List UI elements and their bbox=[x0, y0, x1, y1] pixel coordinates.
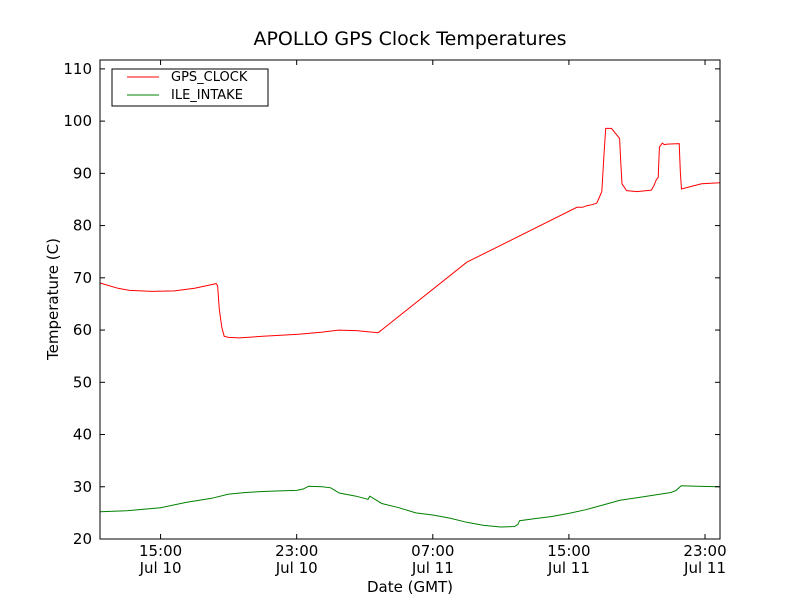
series-line-gps-clock bbox=[99, 127, 721, 339]
x-tick-label-time: 15:00 bbox=[547, 542, 590, 560]
plot-frame bbox=[99, 59, 721, 540]
y-tick-label: 30 bbox=[73, 478, 92, 496]
y-tick-label: 80 bbox=[73, 217, 92, 235]
y-tick-label: 100 bbox=[63, 112, 92, 130]
x-tick-label-time: 23:00 bbox=[683, 542, 726, 560]
x-tick-label-time: 23:00 bbox=[275, 542, 318, 560]
x-tick-label-date: Jul 10 bbox=[139, 559, 182, 577]
legend-label-gps-clock: GPS_CLOCK bbox=[171, 70, 248, 85]
y-tick-label: 50 bbox=[73, 373, 92, 391]
x-tick-label-date: Jul 11 bbox=[683, 559, 726, 577]
chart-title: APOLLO GPS Clock Temperatures bbox=[253, 28, 566, 50]
series-layer bbox=[99, 127, 721, 528]
x-axis-label: Date (GMT) bbox=[367, 578, 453, 596]
legend-label-ile-intake: ILE_INTAKE bbox=[171, 88, 243, 103]
x-tick-label-date: Jul 10 bbox=[275, 559, 318, 577]
y-tick-label: 40 bbox=[73, 426, 92, 444]
y-axis-label: Temperature (C) bbox=[44, 238, 62, 361]
series-line-ile-intake bbox=[99, 485, 721, 528]
y-tick-label: 90 bbox=[73, 164, 92, 182]
y-tick-label: 60 bbox=[73, 321, 92, 339]
x-tick-label-time: 07:00 bbox=[411, 542, 454, 560]
y-tick-label: 20 bbox=[73, 530, 92, 548]
legend-box bbox=[111, 68, 269, 107]
x-tick-label-date: Jul 11 bbox=[411, 559, 454, 577]
legend: GPS_CLOCK ILE_INTAKE bbox=[111, 68, 269, 107]
x-tick-label-time: 15:00 bbox=[139, 542, 182, 560]
x-tick-label-date: Jul 11 bbox=[547, 559, 590, 577]
y-tick-label: 70 bbox=[73, 269, 92, 287]
y-tick-label: 110 bbox=[63, 60, 92, 78]
